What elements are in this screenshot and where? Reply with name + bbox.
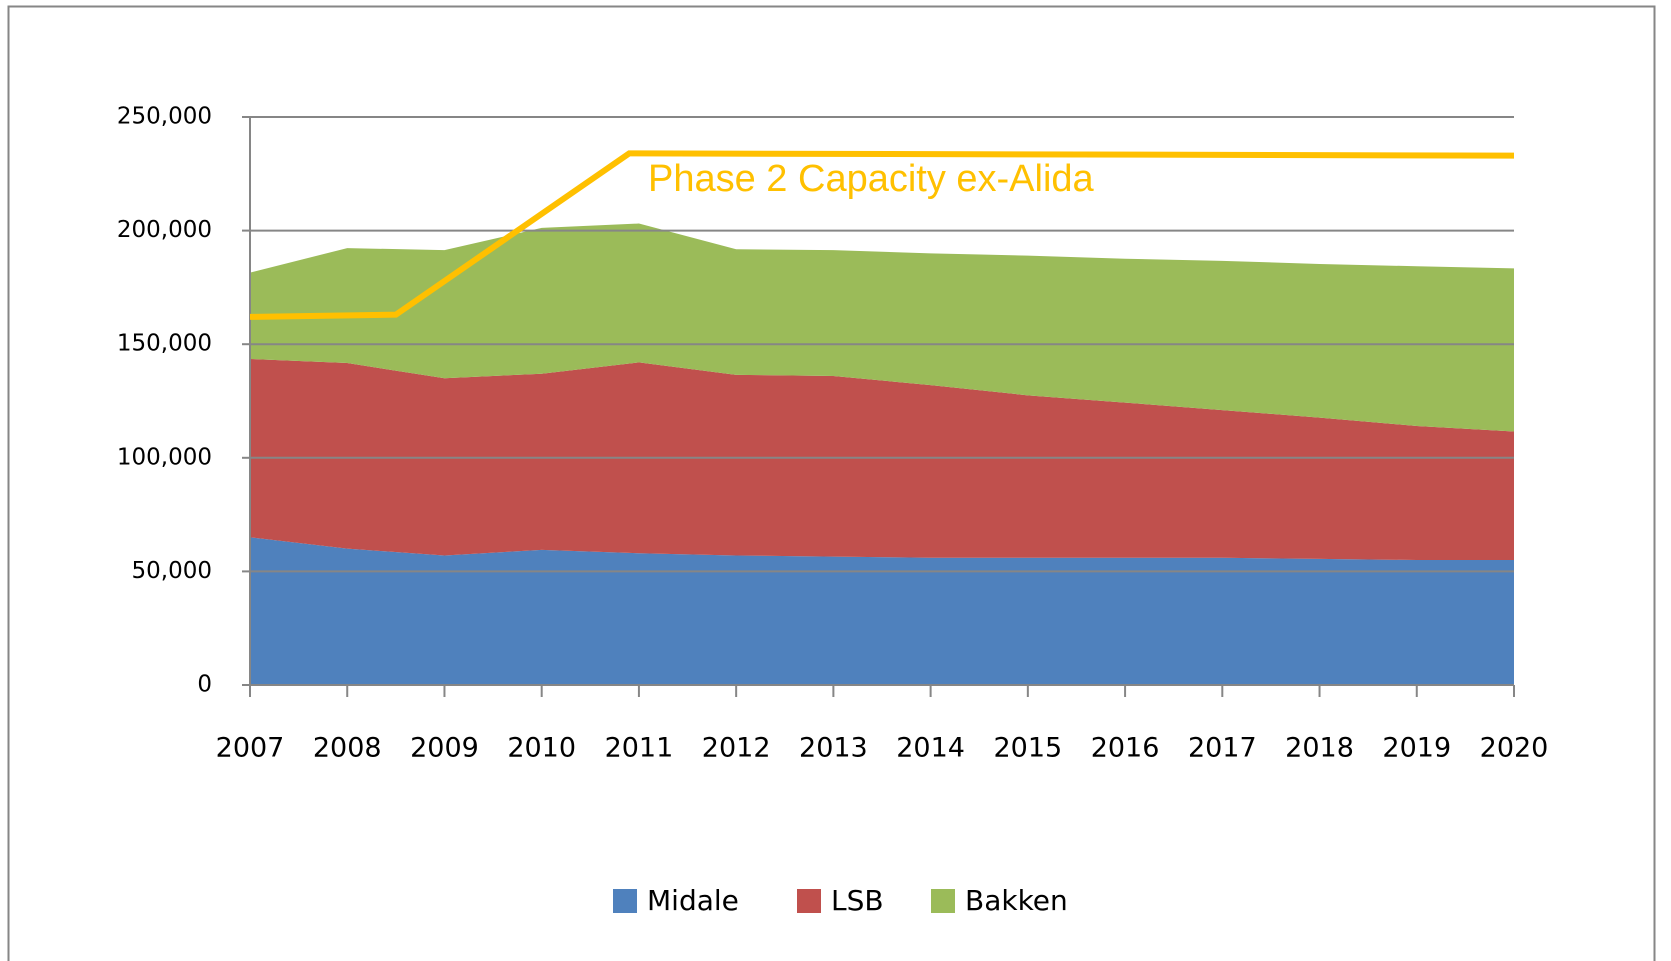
x-tick-label: 2011	[605, 733, 674, 764]
y-tick-label: 250,000	[117, 104, 212, 130]
x-tick-label: 2019	[1382, 733, 1451, 764]
area	[250, 223, 1514, 432]
legend-label: Bakken	[965, 884, 1068, 917]
x-tick-label: 2016	[1091, 733, 1160, 764]
x-tick-label: 2007	[216, 733, 285, 764]
legend-label: LSB	[831, 884, 884, 917]
legend-swatch	[797, 889, 821, 913]
y-tick-label: 200,000	[117, 217, 212, 243]
legend-label: Midale	[647, 884, 739, 917]
x-tick-label: 2018	[1285, 733, 1354, 764]
x-tick-label: 2008	[313, 733, 382, 764]
y-tick-label: 150,000	[117, 331, 212, 357]
area	[250, 537, 1514, 685]
x-tick-label: 2015	[993, 733, 1062, 764]
x-tick-label: 2010	[507, 733, 576, 764]
y-tick-label: 100,000	[117, 444, 212, 470]
x-tick-label: 2020	[1480, 733, 1549, 764]
area	[250, 358, 1514, 561]
capacity-line	[249, 150, 1515, 320]
x-tick-label: 2012	[702, 733, 771, 764]
y-tick-label: 50,000	[132, 558, 212, 584]
x-tick-label: 2017	[1188, 733, 1257, 764]
annotation: Phase 2 Capacity ex-Alida	[648, 158, 1095, 200]
x-tick-label: 2009	[410, 733, 479, 764]
y-tick-label: 0	[197, 672, 212, 698]
x-tick-label: 2013	[799, 733, 868, 764]
legend-swatch	[931, 889, 955, 913]
x-tick-label: 2014	[896, 733, 965, 764]
legend-swatch	[613, 889, 637, 913]
